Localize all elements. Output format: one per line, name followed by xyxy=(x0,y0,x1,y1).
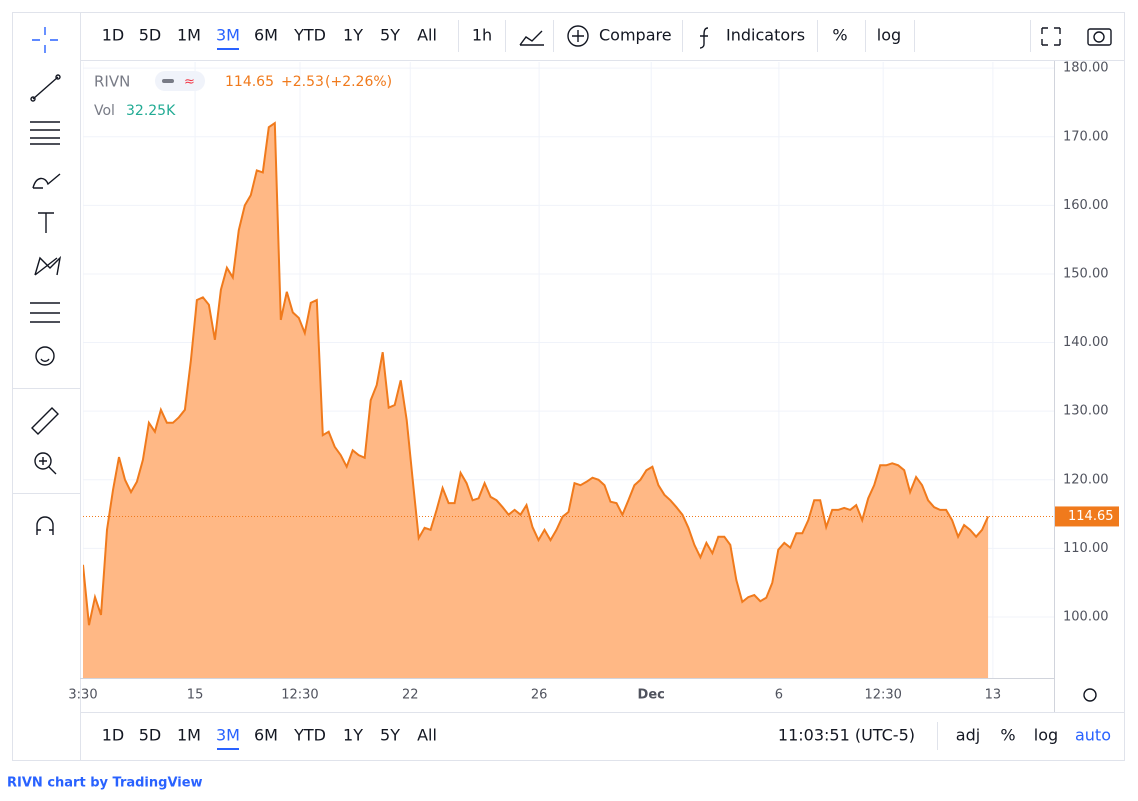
range-button[interactable]: YTD xyxy=(293,726,326,745)
range-button[interactable]: 5D xyxy=(139,26,162,45)
legend-last: 114.65 xyxy=(225,74,274,90)
scale-button[interactable]: auto xyxy=(1075,726,1111,745)
toolbar-button[interactable]: Compare xyxy=(599,26,672,45)
scale-button[interactable]: adj xyxy=(956,726,980,745)
range-button[interactable]: All xyxy=(417,26,437,45)
x-tick-label: 13 xyxy=(985,688,1002,703)
toolbar-icons[interactable] xyxy=(519,25,1112,702)
toolbar-button[interactable]: log xyxy=(877,26,901,45)
y-tick-label: 150.00 xyxy=(1063,266,1109,281)
last-price-label: 114.65 xyxy=(1068,509,1114,524)
y-tick-label: 120.00 xyxy=(1063,472,1109,487)
footer-link[interactable]: RIVN chart by TradingView xyxy=(7,776,203,791)
y-tick-label: 100.00 xyxy=(1063,609,1109,624)
toolbar-button[interactable]: 1h xyxy=(472,26,492,45)
scale-button[interactable]: log xyxy=(1034,726,1058,745)
y-tick-label: 140.00 xyxy=(1063,335,1109,350)
range-button[interactable]: 6M xyxy=(254,726,278,745)
legend-icon: ≈ xyxy=(184,75,195,90)
toolbar-button[interactable]: Indicators xyxy=(726,26,805,45)
price-line xyxy=(83,121,990,626)
area-fill xyxy=(83,123,989,678)
range-button[interactable]: 3M xyxy=(216,726,240,745)
x-tick-label: 6 xyxy=(775,688,783,703)
range-button[interactable]: 6M xyxy=(254,26,278,45)
clock: 11:03:51 (UTC-5) xyxy=(778,726,915,745)
toolbar-button[interactable]: % xyxy=(832,26,847,45)
range-button[interactable]: 5D xyxy=(139,726,162,745)
x-tick-label: Dec xyxy=(638,688,665,703)
range-button[interactable]: 5Y xyxy=(380,26,400,45)
x-tick-label: 12:30 xyxy=(281,688,318,703)
x-tick-label: 15 xyxy=(187,688,204,703)
legend-change: +2.53 xyxy=(281,74,324,90)
range-button[interactable]: 1D xyxy=(102,26,125,45)
drawing-tools[interactable] xyxy=(30,27,62,535)
volume-value: 32.25K xyxy=(126,103,176,119)
range-button[interactable]: 5Y xyxy=(380,726,400,745)
range-button[interactable]: YTD xyxy=(293,26,326,45)
y-tick-label: 160.00 xyxy=(1063,198,1109,213)
series-area xyxy=(83,62,1054,678)
x-tick-label: 26 xyxy=(531,688,548,703)
y-tick-label: 110.00 xyxy=(1063,541,1109,556)
range-button[interactable]: 1Y xyxy=(343,726,363,745)
x-tick-label: 12:30 xyxy=(864,688,901,703)
legend-icon xyxy=(162,79,174,83)
volume-label: Vol xyxy=(94,103,115,119)
legend-toggle[interactable] xyxy=(155,71,205,91)
range-button[interactable]: 1M xyxy=(177,726,201,745)
range-button[interactable]: All xyxy=(417,726,437,745)
scale-button[interactable]: % xyxy=(1000,726,1015,745)
y-tick-label: 180.00 xyxy=(1063,61,1109,76)
y-tick-label: 130.00 xyxy=(1063,404,1109,419)
legend-change-pct: (+2.26%) xyxy=(325,74,392,90)
plot xyxy=(83,62,1054,678)
last-price-badge xyxy=(1055,506,1119,527)
range-button[interactable]: 1Y xyxy=(343,26,363,45)
range-button[interactable]: 3M xyxy=(216,26,240,45)
legend-symbol: RIVN xyxy=(94,73,130,91)
x-tick-label: 3:30 xyxy=(68,688,97,703)
range-button[interactable]: 1D xyxy=(102,726,125,745)
y-tick-label: 170.00 xyxy=(1063,129,1109,144)
range-button[interactable]: 1M xyxy=(177,26,201,45)
x-tick-label: 22 xyxy=(402,688,419,703)
